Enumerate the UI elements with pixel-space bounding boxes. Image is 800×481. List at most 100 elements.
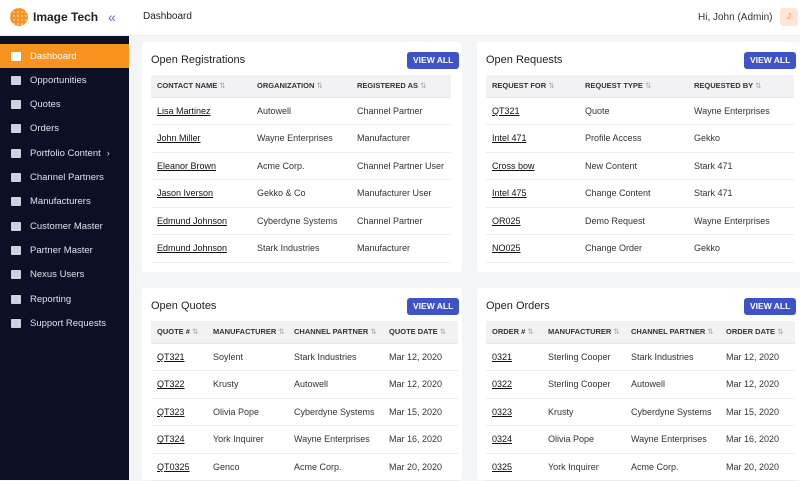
cell: Intel 475: [486, 179, 579, 208]
view-all-button[interactable]: VIEW ALL: [744, 298, 797, 315]
row-link[interactable]: John Miller: [157, 133, 201, 144]
sort-icon[interactable]: ⇅: [278, 327, 285, 337]
sidebar-item-manufacturers[interactable]: Manufacturers: [0, 190, 129, 214]
sidebar-item-customer-master[interactable]: Customer Master: [0, 214, 129, 238]
row-link[interactable]: Jason Iverson: [157, 188, 214, 199]
row-link[interactable]: QT323: [157, 406, 185, 417]
open-registrations-panel: Open Registrations VIEW ALL CONTACT NAME ⇅…: [142, 42, 462, 272]
sidebar-item-portfolio-content[interactable]: Portfolio Content ›: [0, 141, 129, 165]
cell: Wayne Enterprises: [688, 97, 794, 125]
sort-icon[interactable]: ⇅: [316, 81, 323, 91]
row-link[interactable]: Edmund Johnson: [157, 215, 228, 226]
sidebar-item-orders[interactable]: Orders: [0, 117, 129, 141]
view-all-button[interactable]: VIEW ALL: [407, 52, 460, 69]
column-header[interactable]: MANUFACTURER ⇅: [542, 321, 625, 344]
sidebar-item-partner-master[interactable]: Partner Master: [0, 238, 129, 262]
sidebar-item-channel-partners[interactable]: Channel Partners: [0, 166, 129, 190]
sort-icon[interactable]: ⇅: [370, 327, 377, 337]
column-header[interactable]: REQUEST FOR ⇅: [486, 75, 579, 98]
cell: Olivia Pope: [542, 425, 625, 454]
table-row: QT321 Soylent Stark Industries Mar 12, 2020: [151, 343, 458, 371]
avatar[interactable]: J: [780, 8, 798, 26]
sidebar-item-opportunities[interactable]: Opportunities: [0, 68, 129, 92]
column-header[interactable]: QUOTE # ⇅: [151, 321, 207, 344]
cell: Mar 20, 2020: [720, 453, 795, 481]
cell: Acme Corp.: [288, 453, 383, 481]
row-link[interactable]: QT324: [157, 434, 185, 445]
sidebar-item-label: Dashboard: [30, 50, 77, 62]
column-header[interactable]: ORGANIZATION ⇅: [251, 75, 351, 98]
cell: Manufacturer User: [351, 179, 451, 208]
sort-icon[interactable]: ⇅: [192, 327, 199, 337]
row-link[interactable]: Cross bow: [492, 160, 535, 171]
sort-icon[interactable]: ⇅: [645, 81, 652, 91]
sort-icon[interactable]: ⇅: [777, 327, 784, 337]
cell: Acme Corp.: [625, 453, 720, 481]
cell: Autowell: [288, 370, 383, 399]
sidebar-item-label: Quotes: [30, 99, 61, 111]
column-header[interactable]: ORDER # ⇅: [486, 321, 542, 344]
row-link[interactable]: Intel 471: [492, 133, 527, 144]
sort-icon[interactable]: ⇅: [420, 81, 427, 91]
row-link[interactable]: OR025: [492, 215, 521, 226]
row-link[interactable]: 0322: [492, 379, 513, 390]
column-header[interactable]: MANUFACTURER ⇅: [207, 321, 288, 344]
sort-icon[interactable]: ⇅: [527, 327, 534, 337]
cell: Manufacturer: [351, 124, 451, 153]
sidebar-item-reporting[interactable]: Reporting: [0, 287, 129, 311]
row-link[interactable]: NO025: [492, 243, 521, 254]
table-row: 0321 Sterling Cooper Stark Industries Mar 1…: [486, 343, 795, 371]
row-link[interactable]: QT321: [492, 105, 520, 116]
cell: 0321: [486, 343, 542, 371]
sort-icon[interactable]: ⇅: [439, 327, 447, 337]
cell: Sterling Cooper: [542, 370, 625, 399]
row-link[interactable]: QT0325: [157, 461, 190, 472]
sort-icon[interactable]: ⇅: [613, 327, 620, 337]
table-row: 0324 Olivia Pope Wayne Enterprises Mar 16, …: [486, 425, 795, 454]
column-header[interactable]: REGISTERED AS ⇅: [351, 75, 451, 98]
sidebar-item-support-requests[interactable]: Support Requests: [0, 311, 129, 335]
row-link[interactable]: 0325: [492, 461, 513, 472]
sort-icon[interactable]: ⇅: [755, 81, 762, 91]
row-link[interactable]: QT321: [157, 351, 185, 362]
collapse-sidebar-icon[interactable]: «: [108, 9, 116, 25]
row-link[interactable]: 0321: [492, 351, 513, 362]
cell: Mar 12, 2020: [383, 343, 458, 371]
column-header[interactable]: CHANNEL PARTNER ⇅: [288, 321, 383, 344]
sidebar-item-quotes[interactable]: Quotes: [0, 93, 129, 117]
cell: Mar 12, 2020: [720, 343, 795, 371]
cell: QT0325: [151, 453, 207, 481]
row-link[interactable]: QT322: [157, 379, 185, 390]
row-link[interactable]: Edmund Johnson: [157, 243, 228, 254]
sort-icon[interactable]: ⇅: [219, 81, 226, 91]
cell: Change Content: [579, 179, 688, 208]
column-header[interactable]: REQUESTED BY ⇅: [688, 75, 794, 98]
view-all-button[interactable]: VIEW ALL: [407, 298, 460, 315]
column-header[interactable]: REQUEST TYPE ⇅: [579, 75, 688, 98]
sort-icon[interactable]: ⇅: [548, 81, 555, 91]
cell: 0325: [486, 453, 542, 481]
orders-table: ORDER # ⇅ MANUFACTURER ⇅ CHANNEL PARTNER ⇅…: [486, 321, 795, 481]
user-greeting[interactable]: Hi, John (Admin): [698, 12, 773, 23]
cell: Cyberdyne Systems: [251, 207, 351, 235]
table-row: OR025 Demo Request Wayne Enterprises: [486, 207, 794, 235]
cell: NO025: [486, 234, 579, 263]
cell: QT322: [151, 370, 207, 399]
column-header[interactable]: ORDER DATE ⇅: [720, 321, 795, 344]
column-header[interactable]: QUOTE DATE ⇅: [383, 321, 458, 344]
sidebar-item-dashboard[interactable]: Dashboard: [0, 44, 129, 68]
column-header[interactable]: CHANNEL PARTNER ⇅: [625, 321, 720, 344]
view-all-button[interactable]: VIEW ALL: [744, 52, 797, 69]
sort-icon[interactable]: ⇅: [707, 327, 714, 337]
column-header[interactable]: CONTACT NAME ⇅: [151, 75, 251, 98]
cell: Change Order: [579, 234, 688, 263]
row-link[interactable]: Intel 475: [492, 188, 527, 199]
table-row: QT322 Krusty Autowell Mar 12, 2020: [151, 370, 458, 399]
row-link[interactable]: Lisa Martinez: [157, 105, 211, 116]
row-link[interactable]: Eleanor Brown: [157, 160, 217, 171]
sidebar-item-nexus-users[interactable]: Nexus Users: [0, 263, 129, 287]
row-link[interactable]: 0323: [492, 406, 513, 417]
logo[interactable]: Image Tech: [10, 8, 98, 26]
row-link[interactable]: 0324: [492, 434, 513, 445]
sidebar-item-label: Customer Master: [30, 220, 103, 232]
